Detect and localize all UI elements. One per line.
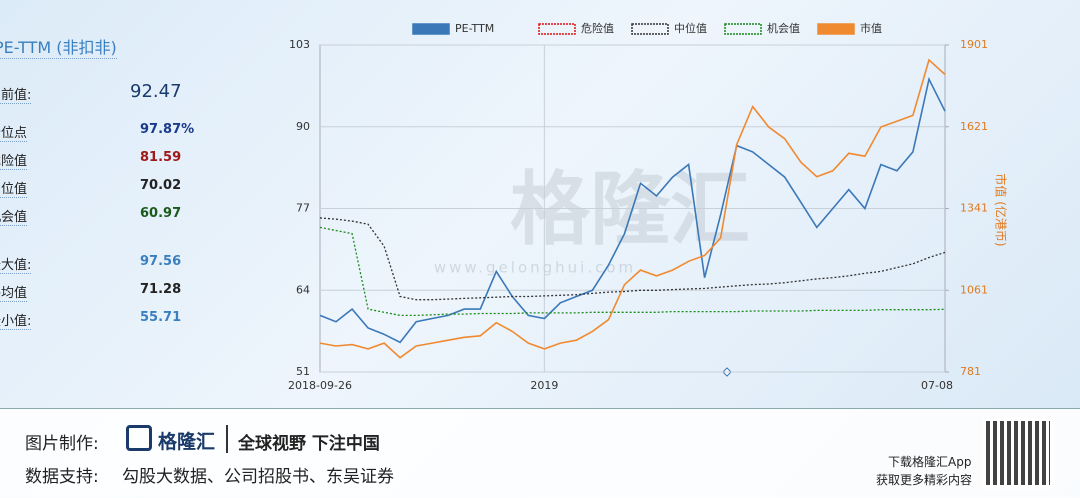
source: 勾股大数据、公司招股书、东吴证券	[122, 467, 394, 487]
legend-label[interactable]: PE-TTM	[455, 22, 494, 35]
x-tick-label: 2019	[530, 379, 558, 392]
stat-value: 70.02	[140, 178, 182, 193]
y-tick-label: 103	[289, 38, 310, 51]
slogan: 全球视野 下注中国	[238, 434, 380, 454]
series-line	[319, 217, 946, 301]
y2-tick-label: 1341	[960, 202, 988, 215]
legend-swatch[interactable]	[538, 23, 576, 35]
series-line	[319, 76, 946, 344]
stat-value: 97.87%	[140, 122, 195, 137]
app-line1: 下载格隆汇App	[888, 455, 972, 469]
legend-swatch[interactable]	[631, 23, 669, 35]
divider	[226, 425, 228, 453]
y-tick-label: 51	[296, 365, 310, 378]
y-tick-label: 90	[296, 120, 310, 133]
logo-icon	[126, 425, 152, 451]
y2-tick-label: 781	[960, 365, 981, 378]
panel-title: PE-TTM (非扣非)	[0, 34, 117, 59]
stat-label: 最大值:	[0, 254, 32, 274]
stat-value: 97.56	[140, 254, 182, 269]
legend-label[interactable]: 机会值	[767, 21, 800, 35]
legend-label[interactable]: 中位值	[674, 21, 707, 35]
made-by: 图片制作:	[25, 434, 99, 454]
legend-label[interactable]: 市值	[860, 21, 882, 35]
legend-swatch[interactable]	[817, 23, 855, 35]
stat-value: 92.47	[130, 81, 182, 102]
stat-value: 71.28	[140, 282, 182, 297]
stat-label: 平均值	[0, 282, 28, 302]
legend-label[interactable]: 危险值	[581, 21, 614, 35]
source-label: 数据支持:	[25, 467, 99, 487]
stat-value: 60.97	[140, 206, 182, 221]
y2-tick-label: 1901	[960, 38, 988, 51]
stats-panel: PE-TTM (非扣非) 当前值: 92.47 分位点 97.87% 危险值 81.59 中…	[0, 0, 230, 400]
stat-label: 机会值	[0, 206, 28, 226]
stat-label: 危险值	[0, 150, 28, 170]
y-tick-label: 77	[296, 202, 310, 215]
qr-code	[982, 417, 1054, 489]
legend-swatch[interactable]	[724, 23, 762, 35]
stat-label: 中位值	[0, 178, 28, 198]
stat-label: 当前值:	[0, 84, 32, 104]
app-line2: 获取更多精彩内容	[876, 473, 973, 487]
x-tick-label: 2018-09-26	[288, 379, 352, 392]
stat-label: 分位点	[0, 122, 28, 142]
stat-value: 81.59	[140, 150, 182, 165]
stat-value: 55.71	[140, 310, 182, 325]
footer: 图片制作: 格隆汇 全球视野 下注中国 数据支持: 勾股大数据、公司招股书、东吴…	[0, 408, 1080, 498]
y2-axis-label: 市值 (亿港币)	[994, 173, 1009, 246]
x-tick-label: 07-08	[921, 379, 953, 392]
logo: 格隆汇	[158, 431, 216, 453]
legend-swatch[interactable]	[412, 23, 450, 35]
chart: 格隆汇 www.gelonghui.com 市值 (亿港币) 51 64 77 90 1…	[288, 21, 1009, 392]
watermark: 格隆汇	[510, 163, 750, 256]
series-line	[319, 58, 946, 359]
y2-tick-label: 1061	[960, 283, 988, 296]
stat-label: 最小值:	[0, 310, 32, 330]
watermark-url: www.gelonghui.com	[434, 259, 636, 277]
y2-tick-label: 1621	[960, 120, 988, 133]
y-tick-label: 64	[296, 283, 310, 296]
